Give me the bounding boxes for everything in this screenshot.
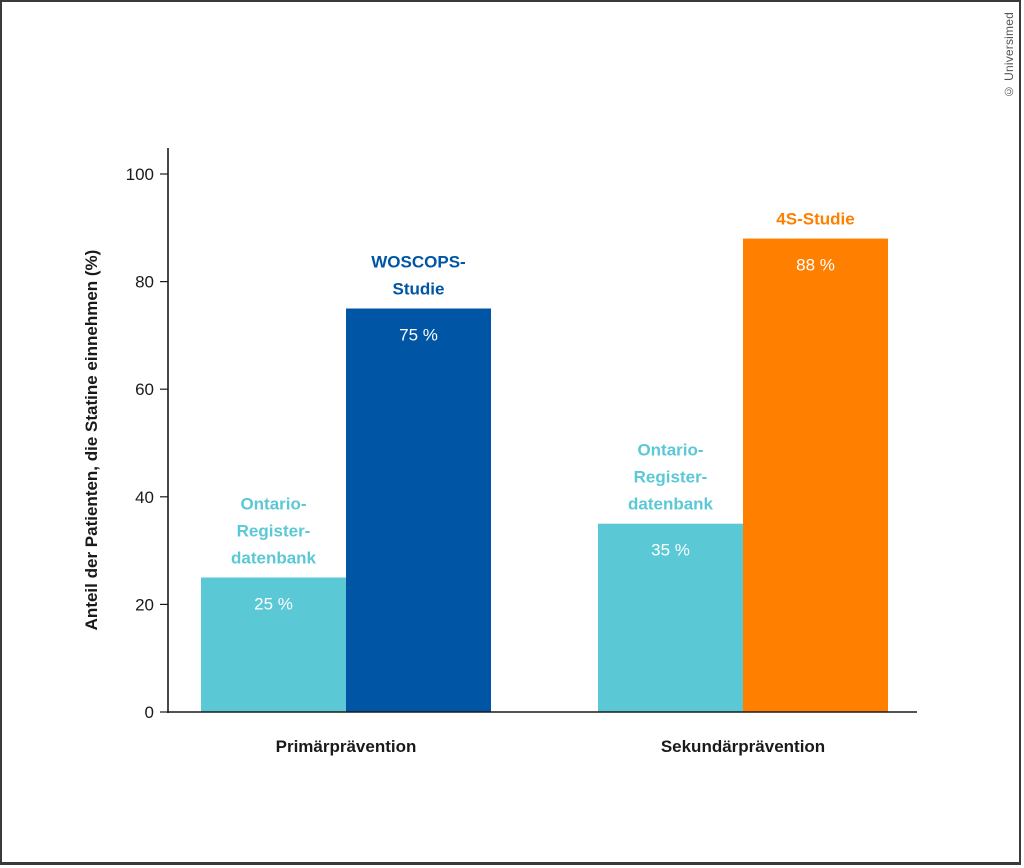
y-tick-label: 100 <box>126 165 154 184</box>
y-tick-label: 80 <box>135 273 154 292</box>
bar-secondary-0 <box>598 523 743 712</box>
y-tick-label: 20 <box>135 595 154 614</box>
bar-value-label: 75 % <box>399 326 438 345</box>
bar-name-label: 4S-Studie <box>776 210 854 229</box>
bar-secondary-1 <box>743 238 888 712</box>
y-tick-label: 0 <box>145 703 154 722</box>
axes: 0 20 40 60 80 100 <box>126 148 917 722</box>
bar-name-label: Register- <box>237 522 311 541</box>
bar-value-label: 35 % <box>651 541 690 560</box>
bar-name-label: Ontario- <box>240 495 306 514</box>
bar-name-label: WOSCOPS- <box>371 253 465 272</box>
bar-value-label: 88 % <box>796 256 835 275</box>
bars <box>201 238 888 712</box>
y-tick-label: 40 <box>135 488 154 507</box>
bar-name-label: datenbank <box>628 495 714 514</box>
y-tick-label: 60 <box>135 380 154 399</box>
x-category-label: Primärprävention <box>276 737 417 756</box>
bar-name-label: Ontario- <box>637 441 703 460</box>
bar-primary-0 <box>201 577 346 712</box>
labels: 25 % Ontario- Register-datenbank 75 % WOSCOP… <box>231 210 855 756</box>
bar-name-label: datenbank <box>231 549 317 568</box>
bar-value-label: 25 % <box>254 595 293 614</box>
bar-name-label: Register- <box>634 468 708 487</box>
bar-name-label: Studie <box>393 280 445 299</box>
x-category-label: Sekundärprävention <box>661 737 825 756</box>
y-axis-title: Anteil der Patienten, die Statine einneh… <box>82 250 101 631</box>
bar-primary-1 <box>346 308 491 712</box>
